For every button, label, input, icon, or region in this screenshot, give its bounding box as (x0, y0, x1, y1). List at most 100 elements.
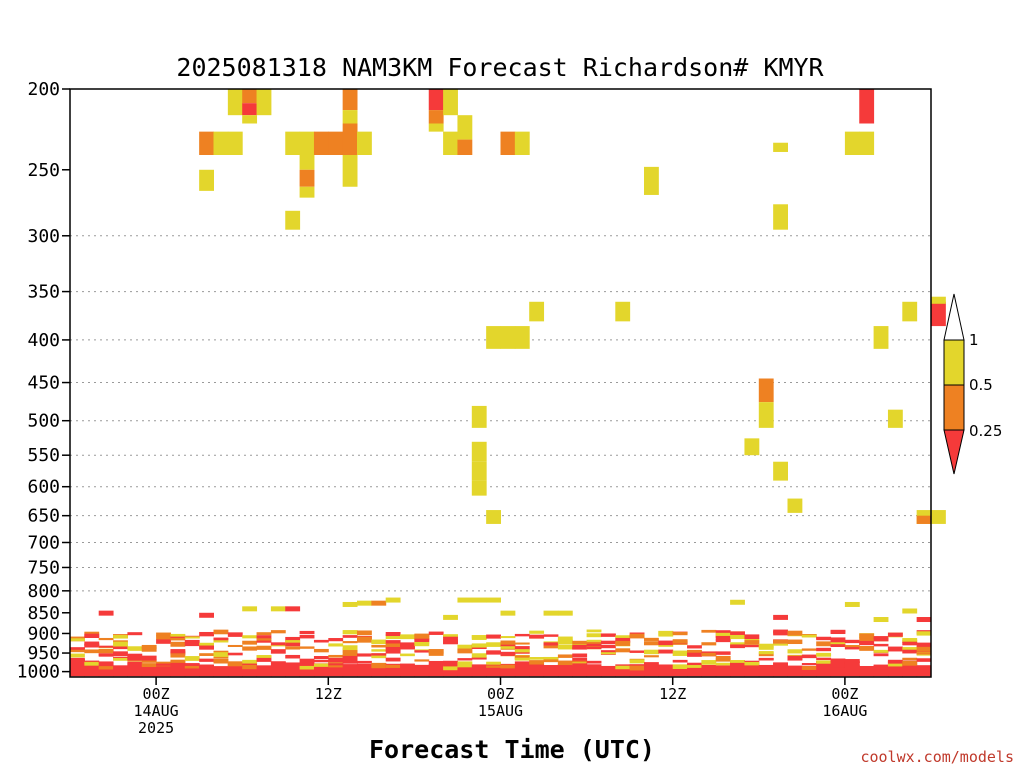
band-strip-27-4 (457, 658, 473, 661)
band-strip-13-2 (256, 635, 272, 640)
band-strip-30-8 (500, 646, 516, 649)
band-strip-53-4 (830, 658, 846, 663)
colorbar-label-1: 0.5 (969, 376, 993, 394)
xtick-label-4-1: 16AUG (822, 702, 867, 720)
band-strip-27-1 (457, 644, 473, 649)
ytick-label-800: 800 (27, 581, 60, 602)
band-strip-21-0 (371, 639, 387, 645)
band-strip-26-3 (443, 665, 458, 671)
band-strip-16-6 (299, 634, 315, 639)
y-axis: 200 250 300 350 400 450 500 550 600 650 700 750 8008… (17, 79, 70, 683)
band-strip-5-0 (141, 646, 157, 652)
ri-cell-50 (471, 441, 487, 462)
band-strip-36-2 (586, 646, 602, 650)
band-strip-26-6 (443, 662, 458, 667)
band-strip-47-0 (744, 644, 760, 648)
band-strip-14-1 (270, 661, 286, 664)
band-strip-10-3 (213, 658, 229, 661)
band-strip-28-5 (471, 643, 487, 648)
band-strip-12-3 (242, 646, 258, 651)
band-strip-19-2 (342, 641, 358, 644)
ri-cell-14 (227, 131, 243, 155)
band-strip-26-4 (443, 634, 458, 639)
elevated-strip-20 (902, 608, 918, 614)
ri-cell-3 (242, 115, 258, 124)
band-strip-51-3 (801, 666, 817, 670)
lower-level-bands (70, 597, 932, 677)
band-strip-7-2 (170, 659, 186, 663)
band-strip-38-4 (615, 637, 631, 643)
band-strip-15-5 (285, 642, 301, 647)
band-strip-45-5 (715, 655, 731, 660)
band-strip-33-7 (543, 665, 559, 668)
band-strip-30-4 (500, 651, 516, 656)
band-strip-15-4 (285, 640, 301, 645)
band-strip-2-5 (98, 637, 114, 641)
band-strip-11-4 (227, 644, 243, 647)
ri-cell-8 (428, 110, 444, 124)
band-strip-7-6 (170, 649, 186, 654)
band-strip-33-5 (543, 642, 559, 646)
band-strip-12-1 (242, 664, 258, 670)
band-strip-13-6 (256, 640, 272, 643)
ri-cell-2 (242, 103, 258, 116)
band-strip-20-2 (357, 660, 372, 664)
band-strip-21-1 (371, 653, 387, 659)
band-strip-43-4 (687, 652, 702, 657)
ytick-label-300: 300 (27, 226, 60, 247)
band-strip-14-3 (270, 642, 286, 646)
band-strip-59-1 (916, 645, 932, 649)
surface-band-12 (242, 662, 258, 677)
elevated-strip-0 (98, 610, 114, 616)
band-strip-9-1 (199, 642, 214, 646)
band-strip-17-2 (313, 660, 329, 663)
band-strip-34-3 (557, 639, 573, 645)
band-strip-7-5 (170, 636, 186, 639)
band-strip-41-1 (658, 644, 674, 647)
band-strip-13-4 (256, 659, 272, 662)
band-strip-21-3 (371, 665, 387, 669)
band-strip-47-4 (744, 640, 760, 645)
band-strip-6-2 (156, 635, 171, 641)
ri-cell-20 (357, 131, 372, 155)
surface-band-37 (600, 665, 616, 677)
band-strip-18-6 (328, 657, 344, 663)
band-strip-53-5 (830, 629, 846, 633)
ri-cell-35 (285, 210, 301, 230)
band-strip-52-4 (816, 663, 832, 666)
band-strip-27-3 (457, 648, 473, 654)
band-strip-29-0 (486, 642, 501, 647)
band-strip-10-7 (213, 652, 229, 657)
band-strip-25-2 (428, 660, 444, 665)
ytick-label-600: 600 (27, 477, 60, 498)
band-strip-19-7 (342, 630, 358, 635)
ri-cell-32 (299, 186, 315, 198)
band-strip-31-8 (514, 657, 530, 661)
band-strip-0-4 (70, 647, 85, 650)
band-strip-4-3 (127, 632, 143, 636)
band-strip-22-4 (385, 647, 401, 652)
band-strip-30-6 (500, 640, 516, 645)
band-strip-58-5 (902, 657, 918, 661)
band-strip-5-1 (141, 659, 157, 663)
band-strip-42-3 (672, 631, 688, 636)
band-strip-40-5 (644, 649, 659, 655)
band-strip-17-1 (313, 639, 329, 643)
ri-cell-58 (931, 510, 946, 524)
band-strip-43-0 (687, 662, 702, 667)
band-strip-51-5 (801, 648, 817, 651)
colorbar-label-2: 0.25 (969, 422, 1002, 440)
band-strip-58-3 (902, 647, 918, 652)
band-strip-23-2 (400, 653, 415, 657)
ri-cell-29 (199, 169, 214, 191)
ri-cell-11 (457, 115, 473, 140)
band-strip-15-2 (285, 654, 301, 659)
ri-cell-16 (299, 131, 315, 155)
band-strip-22-3 (385, 634, 401, 640)
band-strip-25-3 (428, 649, 444, 655)
band-strip-57-6 (887, 632, 903, 637)
band-strip-3-4 (113, 645, 128, 650)
band-strip-31-3 (514, 646, 530, 651)
elevated-strip-15 (557, 610, 573, 616)
